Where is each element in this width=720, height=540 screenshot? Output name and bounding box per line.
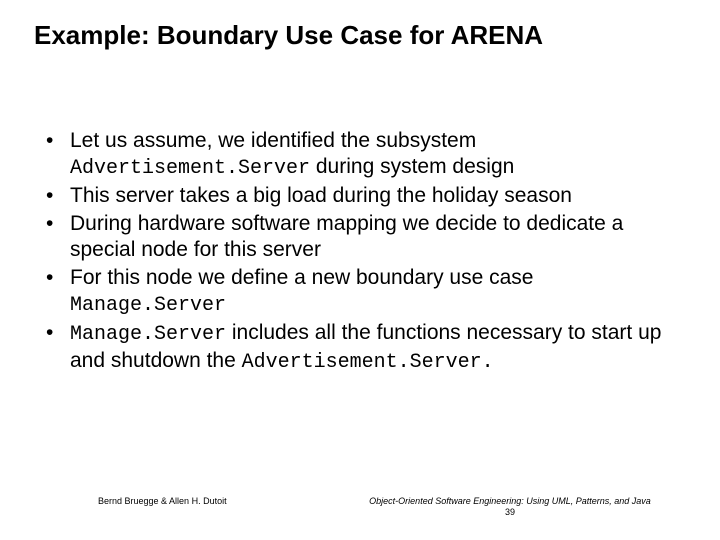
footer-book-title: Object-Oriented Software Engineering: Us… bbox=[369, 496, 651, 506]
bullet-code: Advertisement.Server bbox=[70, 157, 310, 180]
footer-book: Object-Oriented Software Engineering: Us… bbox=[340, 496, 680, 517]
slide-footer: Bernd Bruegge & Allen H. Dutoit Object-O… bbox=[0, 496, 720, 524]
bullet-item: Let us assume, we identified the subsyst… bbox=[44, 128, 680, 181]
bullet-item: This server takes a big load during the … bbox=[44, 183, 680, 209]
slide-body: Let us assume, we identified the subsyst… bbox=[44, 128, 680, 378]
bullet-code: Advertisement.Server. bbox=[242, 351, 494, 374]
footer-page-number: 39 bbox=[340, 507, 680, 517]
bullet-code: Manage.Server bbox=[70, 323, 226, 346]
bullet-text: This server takes a big load during the … bbox=[70, 184, 572, 207]
slide-title: Example: Boundary Use Case for ARENA bbox=[34, 20, 686, 51]
footer-author: Bernd Bruegge & Allen H. Dutoit bbox=[98, 496, 227, 506]
bullet-text: during system design bbox=[310, 155, 514, 178]
bullet-item: Manage.Server includes all the functions… bbox=[44, 320, 680, 375]
bullet-list: Let us assume, we identified the subsyst… bbox=[44, 128, 680, 376]
bullet-text: Let us assume, we identified the subsyst… bbox=[70, 129, 476, 152]
bullet-text: For this node we define a new boundary u… bbox=[70, 266, 533, 289]
bullet-code: Manage.Server bbox=[70, 294, 226, 317]
bullet-item: During hardware software mapping we deci… bbox=[44, 211, 680, 263]
bullet-item: For this node we define a new boundary u… bbox=[44, 265, 680, 318]
slide: Example: Boundary Use Case for ARENA Let… bbox=[0, 0, 720, 540]
bullet-text: During hardware software mapping we deci… bbox=[70, 212, 623, 261]
